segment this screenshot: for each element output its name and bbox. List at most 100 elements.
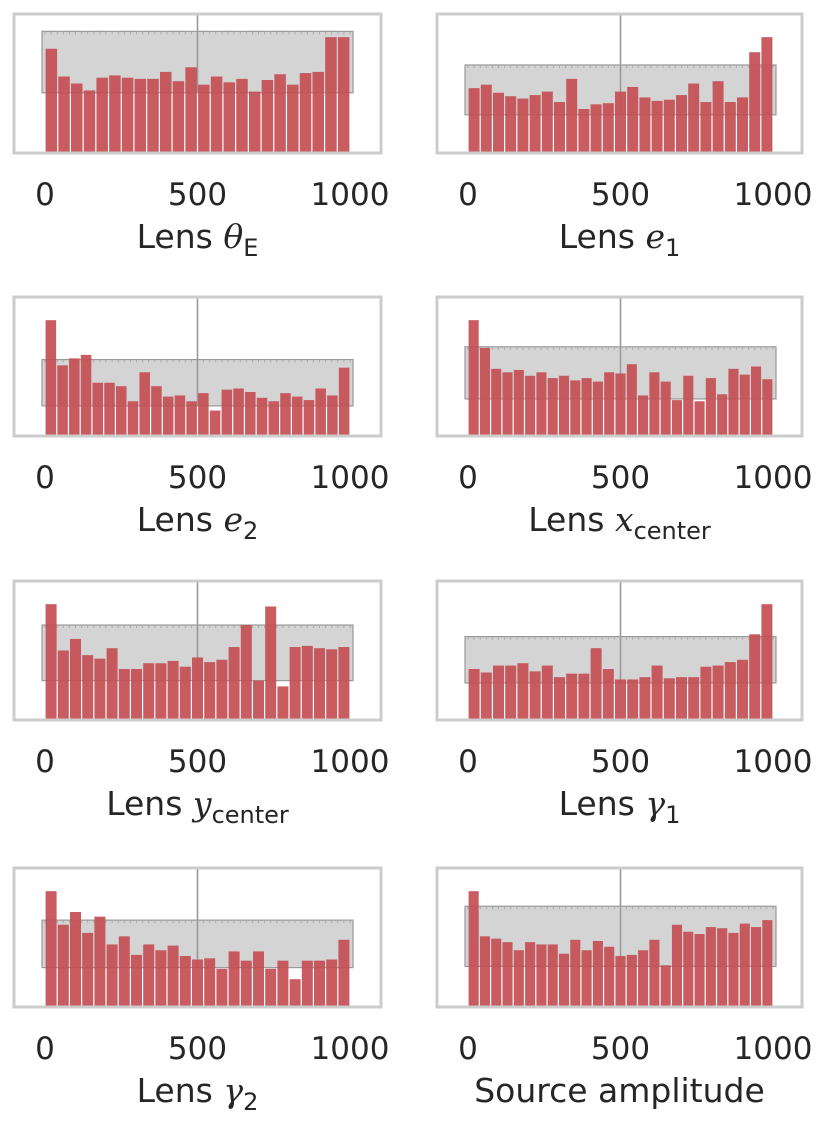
histogram-bar <box>566 673 578 720</box>
x-axis-label: Lens e2 <box>137 500 259 545</box>
histogram-bar <box>688 677 700 720</box>
x-tick-label: 1000 <box>311 1031 390 1067</box>
histogram-bar <box>751 927 762 1007</box>
histogram-bar <box>505 96 517 153</box>
histogram-bar <box>131 669 142 720</box>
histogram-bar <box>566 78 578 153</box>
histogram-bar <box>315 388 326 436</box>
histogram-bar <box>604 372 615 436</box>
histogram-bar <box>480 84 492 153</box>
axes-frame <box>435 579 804 722</box>
histogram-bar <box>615 679 626 720</box>
histogram-bar <box>248 91 261 153</box>
axes-frame <box>435 12 804 155</box>
histogram-bar <box>261 80 274 153</box>
histogram-bar <box>493 665 504 720</box>
band-tick-marks <box>44 31 351 35</box>
histogram-bar <box>728 368 739 436</box>
histogram-bar <box>94 658 106 720</box>
histogram-bar <box>663 678 675 720</box>
histogram-bar <box>739 374 750 436</box>
x-axis-label: Lens xcenter <box>528 500 711 545</box>
histogram-bar <box>491 368 502 436</box>
histogram-bar <box>303 400 315 436</box>
x-tick-label: 500 <box>591 1031 650 1067</box>
subplot-8: 0 500 1000 Source amplitude <box>435 866 812 1110</box>
histogram-bar <box>338 939 350 1007</box>
histogram-bar <box>590 648 602 720</box>
histogram-bar <box>45 604 57 720</box>
histogram-bar <box>694 934 705 1007</box>
histogram-bar <box>131 954 142 1007</box>
histogram-bar <box>265 968 277 1007</box>
histogram-bar <box>676 95 687 153</box>
histogram-bar <box>712 81 724 153</box>
histogram-bar <box>155 950 167 1007</box>
band-tick-marks <box>44 920 351 924</box>
histogram-bar <box>541 91 553 153</box>
histogram-bar <box>265 606 277 720</box>
histogram-bar <box>325 37 337 153</box>
histogram-bar <box>529 671 541 720</box>
axes-frame <box>12 579 383 722</box>
histogram-bar <box>493 92 504 153</box>
histogram-bar <box>615 956 626 1007</box>
histogram-bar <box>627 679 639 720</box>
histogram-bar <box>558 953 570 1007</box>
histogram-bar <box>513 950 524 1007</box>
histogram-bar <box>185 67 197 153</box>
histogram-bar <box>245 391 256 436</box>
x-tick-label: 0 <box>35 177 55 213</box>
histogram-bar <box>45 48 58 153</box>
histogram-bar <box>592 381 603 436</box>
histogram-bar <box>739 923 750 1007</box>
histogram-bar <box>602 103 614 153</box>
x-axis-label: Lens γ1 <box>559 784 681 829</box>
histogram-bar <box>581 950 592 1007</box>
histogram-bar <box>649 372 660 436</box>
histogram-bar <box>179 956 191 1007</box>
histogram-bar <box>663 99 675 153</box>
histogram-bar <box>268 401 280 436</box>
histogram-bar <box>70 912 81 1007</box>
histogram-bar <box>578 673 590 720</box>
histogram-bar <box>115 386 127 436</box>
histogram-bar <box>547 944 558 1007</box>
x-tick-label: 0 <box>458 177 478 213</box>
band-tick-marks <box>467 906 774 910</box>
x-tick-label: 500 <box>168 744 227 780</box>
axes-frame <box>12 295 383 438</box>
axes-frame <box>12 12 383 155</box>
subplot-3: 0 500 1000 Lens e2 <box>12 295 389 545</box>
histogram-bar <box>253 680 264 720</box>
histogram-bar <box>558 375 570 436</box>
x-axis-label: Lens γ2 <box>137 1071 259 1116</box>
histogram-bar <box>724 662 736 720</box>
x-tick-label: 500 <box>168 460 227 496</box>
histogram-bar <box>751 366 762 436</box>
histogram-bar <box>570 380 581 436</box>
x-tick-label: 1000 <box>734 177 813 213</box>
histogram-bar <box>660 965 671 1007</box>
histogram-bar <box>289 647 301 720</box>
histogram-bar <box>717 394 728 436</box>
histogram-bar <box>299 73 312 153</box>
histogram-bar <box>728 932 739 1007</box>
histogram-bar <box>762 379 773 436</box>
histogram-bar <box>479 347 490 436</box>
histogram-bar <box>491 938 502 1007</box>
x-tick-label: 1000 <box>734 744 813 780</box>
histogram-bar <box>592 940 603 1007</box>
x-tick-label: 500 <box>591 744 650 780</box>
histogram-bar <box>627 86 639 153</box>
band-tick-marks <box>467 346 774 350</box>
x-axis-label: Lens ycenter <box>106 784 289 829</box>
subplot-1: 0 500 1000 Lens θE <box>12 12 389 262</box>
histogram-bar <box>172 81 185 153</box>
histogram-bar <box>468 669 480 720</box>
histogram-bar <box>216 968 228 1007</box>
histogram-bar <box>327 395 338 436</box>
x-tick-label: 500 <box>168 177 227 213</box>
histogram-bar <box>57 924 69 1007</box>
